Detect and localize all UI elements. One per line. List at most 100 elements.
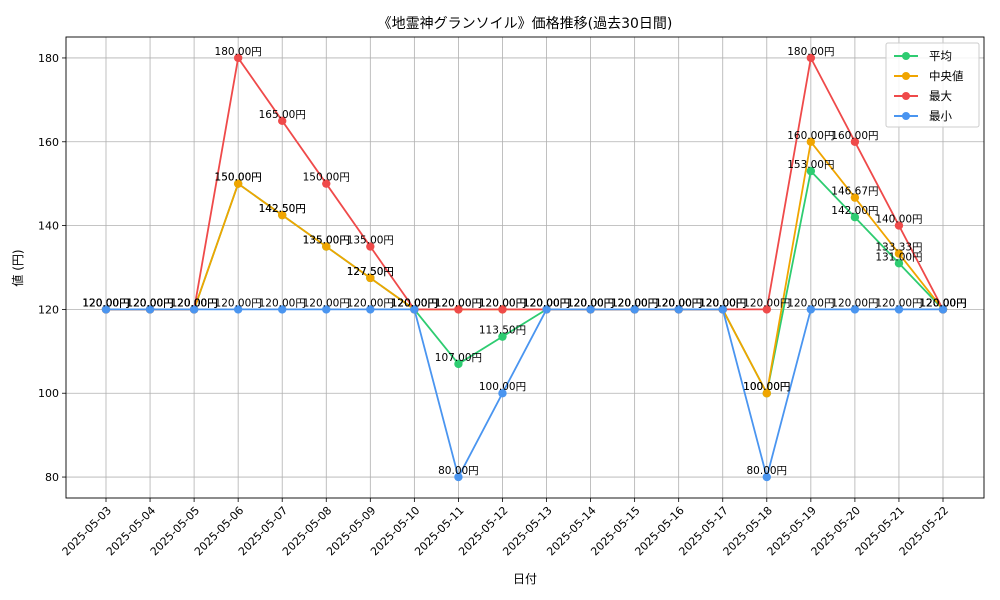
data-point-median — [762, 389, 771, 398]
legend-marker-max — [902, 92, 910, 100]
data-label-median: 120.00円 — [699, 297, 746, 309]
data-label-max: 120.00円 — [126, 297, 173, 309]
data-label-average: 120.00円 — [567, 297, 614, 309]
data-point-average — [498, 332, 507, 341]
data-point-max — [366, 242, 375, 251]
data-point-min — [630, 305, 639, 314]
data-label-min: 120.00円 — [126, 297, 173, 309]
data-point-min — [233, 305, 243, 314]
data-point-max — [762, 305, 771, 314]
legend-item-median: 中央値 — [894, 69, 964, 83]
data-label-average: 120.00円 — [655, 297, 702, 309]
data-label-median: 120.00円 — [391, 297, 438, 309]
data-label-average: 142.50円 — [259, 203, 306, 215]
data-label-max: 120.00円 — [611, 297, 658, 309]
legend-box — [885, 42, 980, 128]
data-point-min — [586, 305, 595, 314]
data-label-max: 120.00円 — [435, 297, 482, 309]
legend-marker-average — [902, 52, 910, 60]
data-label-average: 120.00円 — [391, 297, 438, 309]
data-label-median: 120.00円 — [170, 297, 217, 309]
legend: 平均 中央値 最大 最小 — [885, 42, 980, 128]
data-point-min — [894, 305, 904, 314]
data-point-median — [278, 210, 287, 220]
data-label-median: 127.50円 — [347, 266, 394, 278]
data-point-median — [850, 193, 860, 202]
data-point-min — [718, 305, 727, 314]
series-line-min — [106, 308, 943, 481]
data-point-average — [806, 166, 816, 176]
data-point-min — [189, 305, 199, 314]
data-label-average: 120.00円 — [523, 297, 570, 309]
legend-marker-min — [902, 112, 910, 120]
data-label-min: 80.00円 — [438, 465, 479, 477]
y-tick-label: 140 — [38, 220, 59, 233]
data-label-min: 120.00円 — [699, 297, 746, 309]
data-point-max — [278, 116, 287, 126]
legend-marker-median — [902, 72, 910, 80]
data-point-max — [894, 221, 904, 230]
data-point-max — [498, 305, 507, 314]
data-label-median: 160.00円 — [787, 130, 834, 142]
data-label-average: 131.00円 — [875, 251, 922, 263]
data-label-min: 120.00円 — [875, 297, 922, 309]
data-point-min — [674, 305, 683, 314]
data-label-median: 120.00円 — [523, 297, 570, 309]
data-label-average: 135.00円 — [303, 235, 350, 247]
data-point-min — [366, 305, 375, 314]
data-label-max: 120.00円 — [82, 297, 129, 309]
data-point-median — [806, 137, 816, 146]
data-label-average: 120.00円 — [170, 297, 217, 309]
data-label-median: 150.00円 — [215, 172, 262, 184]
data-label-max: 180.00円 — [215, 46, 262, 58]
data-point-max — [806, 53, 816, 63]
y-tick-label: 160 — [38, 136, 59, 149]
data-point-min — [762, 472, 771, 482]
data-label-max: 120.00円 — [655, 297, 702, 309]
data-label-max: 120.00円 — [523, 297, 570, 309]
data-label-average: 107.00円 — [435, 352, 482, 364]
data-label-max: 160.00円 — [831, 130, 878, 142]
data-point-max — [850, 137, 860, 146]
data-label-max: 120.00円 — [479, 297, 526, 309]
series — [101, 53, 948, 482]
data-point-average — [850, 213, 860, 222]
grid — [66, 37, 984, 498]
data-point-min — [410, 305, 419, 314]
data-point-median — [322, 242, 331, 251]
data-label-average: 120.00円 — [611, 297, 658, 309]
data-label-max: 140.00円 — [875, 214, 922, 226]
data-point-min — [278, 305, 287, 314]
data-label-median: 146.67円 — [831, 186, 878, 198]
data-label-min: 120.00円 — [831, 297, 878, 309]
data-point-max — [322, 179, 331, 188]
data-labels: 120.00円120.00円120.00円150.00円142.50円135.0… — [82, 46, 966, 477]
data-label-median: 100.00円 — [743, 381, 790, 393]
data-label-max: 165.00円 — [259, 109, 306, 121]
data-point-median — [894, 249, 904, 258]
data-label-min: 120.00円 — [611, 297, 658, 309]
data-label-min: 100.00円 — [479, 381, 526, 393]
data-label-average: 153.00円 — [787, 159, 834, 171]
data-point-min — [322, 305, 331, 314]
legend-label-min: 最小 — [929, 109, 952, 123]
data-label-median: 120.00円 — [435, 297, 482, 309]
y-tick-label: 100 — [38, 387, 59, 400]
y-tick-label: 120 — [38, 303, 59, 316]
data-point-min — [806, 305, 816, 314]
data-label-average: 120.00円 — [126, 297, 173, 309]
data-label-min: 120.00円 — [391, 297, 438, 309]
data-point-min — [454, 472, 463, 482]
data-label-max: 120.00円 — [919, 297, 966, 309]
data-label-average: 120.00円 — [82, 297, 129, 309]
data-label-max: 120.00円 — [391, 297, 438, 309]
data-label-median: 120.00円 — [611, 297, 658, 309]
legend-label-max: 最大 — [929, 89, 952, 103]
data-label-max: 120.00円 — [743, 297, 790, 309]
data-label-min: 120.00円 — [567, 297, 614, 309]
data-label-average: 120.00円 — [919, 297, 966, 309]
data-label-median: 142.50円 — [259, 203, 306, 215]
data-label-max: 120.00円 — [567, 297, 614, 309]
y-axis-label: 値 (円) — [10, 249, 25, 286]
